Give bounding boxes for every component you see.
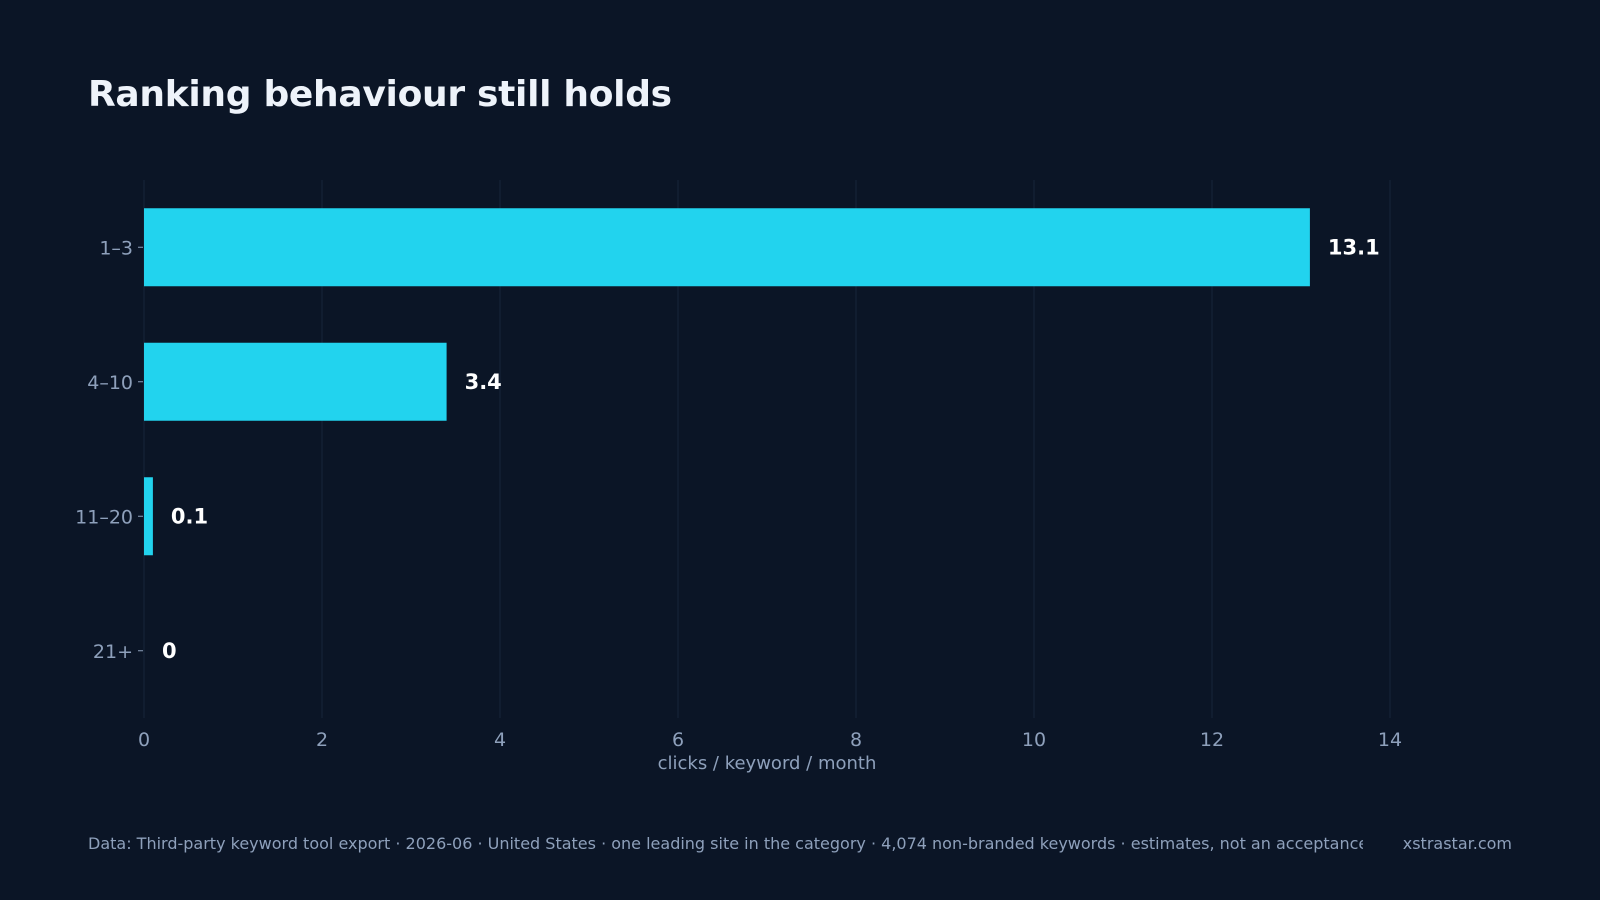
bar-value-label: 0.1 <box>171 504 208 528</box>
x-axis-ticks: 0 2 4 6 8 10 12 14 <box>138 729 1402 751</box>
x-tick-label: 6 <box>672 729 684 751</box>
brand-link[interactable]: xstrastar.com <box>1402 834 1512 853</box>
y-axis-ticks: 1–3 4–10 11–20 21+ <box>75 237 143 663</box>
y-tick-label: 1–3 <box>99 237 133 259</box>
bar-value-label: 13.1 <box>1328 235 1380 259</box>
x-tick-label: 0 <box>138 729 150 751</box>
x-tick-label: 8 <box>850 729 862 751</box>
chart-title: Ranking behaviour still holds <box>88 74 672 115</box>
bar-value-label: 0 <box>162 639 177 663</box>
x-axis-label: clicks / keyword / month <box>658 753 877 774</box>
x-tick-label: 12 <box>1200 729 1224 751</box>
x-tick-label: 2 <box>316 729 328 751</box>
x-tick-label: 4 <box>494 729 506 751</box>
bar <box>144 342 447 421</box>
x-tick-label: 10 <box>1022 729 1046 751</box>
bar <box>144 477 153 556</box>
y-tick-label: 21+ <box>93 641 133 663</box>
value-labels: 13.1 3.4 0.1 0 <box>162 235 1380 663</box>
y-tick-label: 11–20 <box>75 506 133 528</box>
data-source-note: Data: Third-party keyword tool export · … <box>88 834 1363 853</box>
bar-value-label: 3.4 <box>465 370 502 394</box>
footer: Data: Third-party keyword tool export · … <box>88 834 1512 853</box>
x-tick-label: 14 <box>1378 729 1402 751</box>
y-tick-label: 4–10 <box>87 372 133 394</box>
bars <box>144 208 1310 556</box>
bar <box>144 208 1310 287</box>
